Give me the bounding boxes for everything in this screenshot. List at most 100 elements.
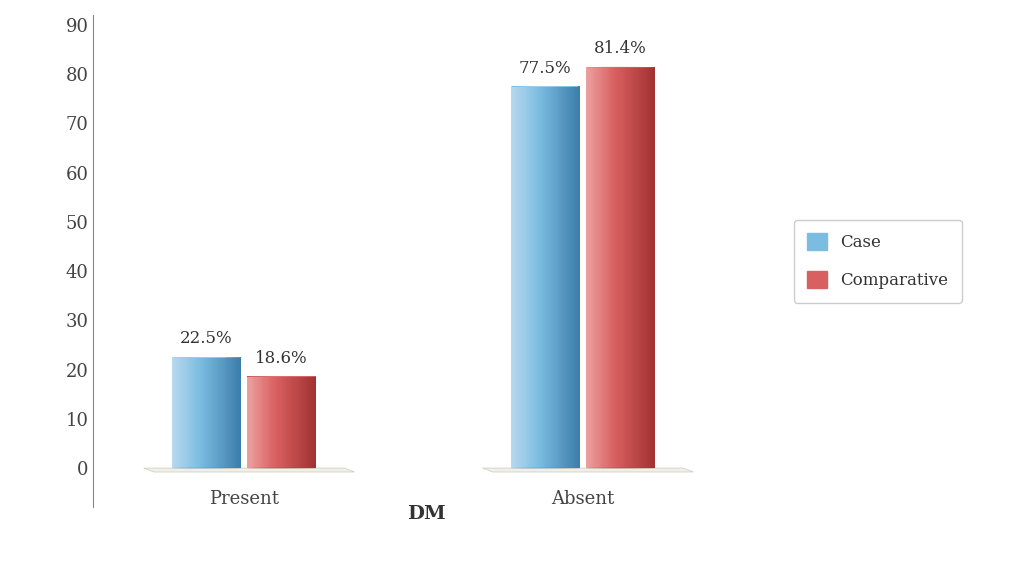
Bar [626,67,627,468]
Bar [199,357,200,468]
Bar [546,87,547,468]
Bar [616,67,617,468]
Bar [614,67,616,468]
Bar [286,377,287,468]
Ellipse shape [247,468,315,469]
Bar [209,357,211,468]
Bar [563,87,564,468]
Polygon shape [482,468,693,472]
Bar [520,87,521,468]
Bar [247,377,248,468]
Bar [222,357,223,468]
Bar [642,67,643,468]
Bar [542,87,544,468]
Bar [269,377,270,468]
Ellipse shape [172,468,241,469]
Bar [633,67,634,468]
Bar [604,67,605,468]
Bar [630,67,632,468]
Bar [192,357,193,468]
Bar [638,67,639,468]
Bar [277,376,279,377]
Bar [252,377,253,468]
Bar [226,357,228,468]
Bar [522,87,523,468]
Bar [277,377,278,468]
Bar [193,357,195,468]
Bar [538,87,539,468]
Ellipse shape [511,468,579,469]
Text: 81.4%: 81.4% [593,40,646,57]
Bar [632,67,633,468]
Bar [196,357,197,468]
Bar [647,67,649,468]
Bar [239,357,240,468]
Bar [204,357,205,468]
Bar [617,67,618,468]
Bar [571,87,572,468]
Text: 77.5%: 77.5% [519,60,571,77]
Bar [284,377,285,468]
Bar [573,87,574,468]
Bar [532,87,533,468]
Bar [521,87,522,468]
Bar [528,87,529,468]
Bar [234,357,235,468]
Bar [627,67,628,468]
Bar [185,357,187,468]
Bar [310,377,311,468]
Bar [294,377,295,468]
Bar [543,86,545,87]
Bar [195,357,196,468]
Bar [550,87,552,468]
Bar [214,357,215,468]
Bar [173,357,174,468]
Bar [302,377,303,468]
Bar [275,376,276,377]
Bar [578,87,579,468]
Bar [208,357,209,468]
Bar [197,357,198,468]
Bar [567,87,569,468]
Bar [569,87,570,468]
Bar [220,357,221,468]
Bar [303,377,304,468]
Bar [271,377,272,468]
Text: 18.6%: 18.6% [255,350,307,367]
Bar [238,357,239,468]
Bar [268,377,269,468]
Bar [180,357,181,468]
Bar [564,87,565,468]
Bar [540,87,541,468]
Bar [554,87,555,468]
Bar [211,357,212,468]
Bar [513,87,514,468]
Bar [515,87,516,468]
Bar [205,357,206,468]
Bar [292,377,293,468]
Bar [305,377,306,468]
Bar [618,67,619,468]
Bar [172,357,173,468]
Bar [538,86,539,87]
Polygon shape [144,468,354,472]
Bar [279,377,280,468]
Bar [314,377,315,468]
Bar [596,67,599,468]
Bar [649,67,650,468]
Bar [545,87,546,468]
Bar [285,376,287,377]
Bar [574,87,575,468]
Bar [593,67,594,468]
Bar [548,87,549,468]
Text: DM: DM [406,505,445,523]
Bar [539,87,540,468]
Bar [634,67,635,468]
Bar [290,377,292,468]
Bar [248,377,250,468]
Bar [587,67,588,468]
Bar [264,377,265,468]
Bar [602,67,603,468]
Bar [644,67,645,468]
Bar [174,357,175,468]
